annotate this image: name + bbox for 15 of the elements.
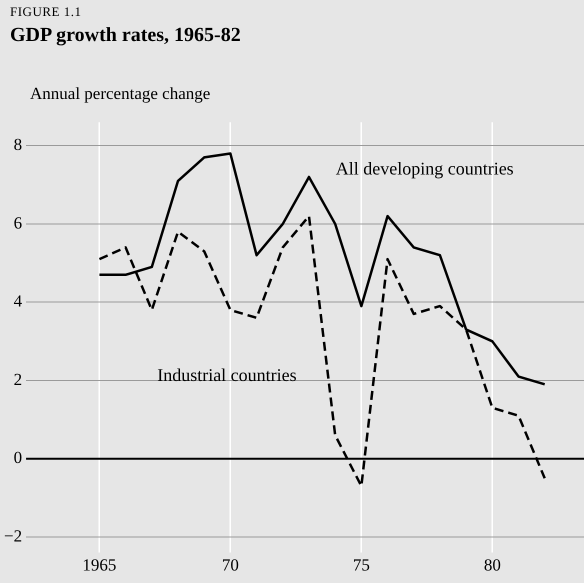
- caption: FIGURE 1.1: [10, 4, 82, 20]
- y-tick-label: 4: [14, 292, 23, 311]
- series-label: All developing countries: [336, 158, 514, 178]
- y-tick-label: 2: [14, 370, 22, 389]
- x-tick-label: 70: [222, 555, 239, 574]
- chart-title: GDP growth rates, 1965-82: [10, 24, 241, 47]
- series-label: Industrial countries: [157, 364, 297, 385]
- x-tick-label: 80: [484, 555, 501, 574]
- y-tick-label: 6: [14, 213, 22, 232]
- y-tick-label: 8: [14, 135, 22, 154]
- y-tick-label: 0: [14, 448, 22, 468]
- x-tick-label: 1965: [82, 555, 116, 574]
- x-tick-label: 75: [352, 555, 370, 574]
- y-axis-title: Annual percentage change: [30, 84, 210, 104]
- y-tick-label: −2: [4, 526, 22, 546]
